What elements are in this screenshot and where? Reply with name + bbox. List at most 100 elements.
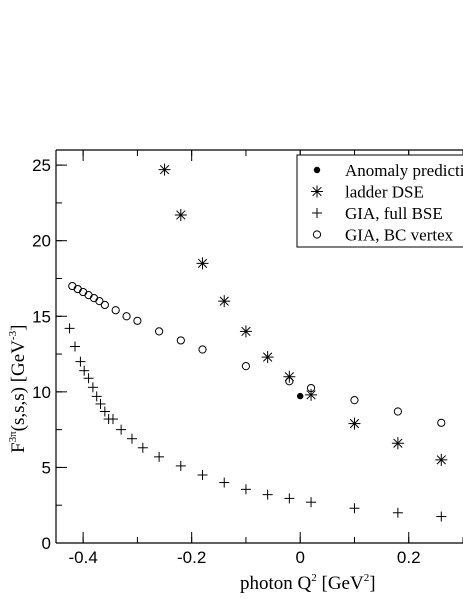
- marker-shape: [111, 306, 120, 315]
- data-point-gia-full-bse: [83, 373, 94, 384]
- marker-shape: [100, 300, 109, 310]
- legend-marker-gia-full-bse: [312, 208, 322, 218]
- legend-label-ladder-dse: ladder DSE: [345, 183, 424, 202]
- y-tick-label: 10: [32, 383, 51, 402]
- data-point-gia-full-bse: [219, 477, 230, 488]
- data-point-gia-full-bse: [175, 460, 186, 471]
- data-point-gia-bc-vertex: [285, 377, 294, 386]
- legend: Anomaly prediction ladder DSE GIA, full BS…: [296, 154, 463, 248]
- data-point-gia-bc-vertex: [111, 306, 120, 315]
- data-point-ladder-dse: [283, 370, 296, 383]
- y-axis-label-unit-close: ]: [8, 325, 29, 331]
- marker-shape: [350, 396, 359, 405]
- y-axis-label-sup: 3π: [7, 431, 19, 443]
- data-point-gia-bc-vertex: [89, 294, 99, 303]
- marker-shape: [306, 390, 316, 400]
- y-tick-label: 25: [32, 156, 51, 175]
- x-tick-label: -0.2: [177, 548, 206, 567]
- y-tick-label: 15: [32, 307, 51, 326]
- legend-label-anomaly-prediction: Anomaly prediction: [345, 161, 463, 180]
- data-point-ladder-dse: [435, 453, 448, 466]
- y-tick-label: 0: [42, 534, 51, 553]
- y-axis-label-unit-open: [GeV: [8, 340, 29, 387]
- x-axis-label-unit-sup: 2: [364, 572, 370, 584]
- data-point-gia-bc-vertex: [84, 291, 93, 300]
- marker-shape: [312, 186, 322, 197]
- data-point-gia-full-bse: [64, 323, 75, 334]
- data-point-gia-bc-vertex: [68, 281, 77, 291]
- y-axis-label-unit-sup: -3: [7, 330, 19, 340]
- marker-shape: [198, 345, 207, 354]
- data-point-gia-full-bse: [99, 406, 110, 417]
- data-point-gia-bc-vertex: [306, 383, 316, 393]
- marker-shape: [393, 407, 402, 416]
- data-point-ladder-dse: [158, 163, 171, 176]
- data-point-gia-full-bse: [75, 356, 86, 367]
- marker-shape: [133, 316, 142, 325]
- marker-shape: [241, 362, 251, 371]
- marker-shape: [89, 294, 99, 303]
- marker-shape: [197, 258, 208, 269]
- marker-shape: [79, 287, 88, 297]
- x-axis-label-sup: 2: [311, 572, 317, 584]
- data-point-gia-full-bse: [349, 503, 360, 514]
- data-point-ladder-dse: [196, 257, 209, 270]
- data-point-gia-bc-vertex: [437, 418, 446, 427]
- data-point-gia-full-bse: [91, 391, 102, 402]
- x-tick-label: 0.2: [397, 548, 421, 567]
- data-point-ladder-dse: [348, 417, 361, 430]
- marker-shape: [68, 281, 77, 291]
- data-point-gia-full-bse: [137, 442, 148, 453]
- marker-shape: [122, 312, 131, 321]
- data-point-gia-bc-vertex: [176, 336, 185, 345]
- marker-shape: [306, 383, 316, 393]
- x-tick-label: 0: [295, 548, 304, 567]
- data-point-gia-full-bse: [107, 414, 118, 425]
- markers: [64, 163, 448, 522]
- data-point-gia-bc-vertex: [73, 284, 82, 294]
- marker-shape: [95, 297, 104, 306]
- data-point-gia-full-bse: [392, 507, 403, 518]
- marker-shape: [84, 291, 93, 300]
- marker-shape: [219, 296, 229, 306]
- data-point-gia-bc-vertex: [122, 312, 131, 321]
- data-point-ladder-dse: [261, 351, 274, 364]
- data-point-gia-bc-vertex: [198, 345, 207, 354]
- marker-shape: [297, 392, 304, 400]
- legend-label-gia-bc-vertex: GIA, BC vertex: [345, 226, 454, 245]
- marker-shape: [313, 166, 321, 174]
- y-tick-label: 5: [42, 458, 51, 477]
- data-point-gia-full-bse: [284, 493, 295, 504]
- marker-shape: [159, 164, 170, 175]
- y-axis-label: F3π(s,s,s) [GeV-3]: [7, 325, 29, 453]
- data-point-ladder-dse: [174, 208, 187, 221]
- legend-marker-ladder-dse: [311, 185, 323, 198]
- data-point-gia-bc-vertex: [155, 327, 164, 336]
- data-point-gia-full-bse: [306, 497, 317, 508]
- y-axis-label-f: F: [8, 442, 29, 453]
- marker-shape: [349, 418, 360, 429]
- data-point-gia-bc-vertex: [95, 297, 104, 306]
- data-point-ladder-dse: [218, 295, 231, 308]
- data-point-gia-bc-vertex: [100, 300, 109, 310]
- data-point-anomaly-prediction: [297, 392, 304, 400]
- marker-shape: [437, 418, 446, 427]
- x-axis-label-unit-close: ]: [369, 573, 375, 594]
- data-point-gia-full-bse: [95, 398, 106, 409]
- data-point-gia-full-bse: [126, 433, 137, 444]
- data-point-gia-full-bse: [69, 341, 80, 352]
- marker-shape: [241, 326, 251, 337]
- data-point-gia-full-bse: [79, 365, 90, 376]
- data-point-gia-bc-vertex: [393, 407, 402, 416]
- data-point-gia-full-bse: [197, 469, 208, 480]
- data-point-gia-full-bse: [436, 511, 447, 522]
- data-point-gia-full-bse: [262, 489, 273, 500]
- data-point-gia-full-bse: [87, 382, 98, 393]
- legend-label-gia-full-bse: GIA, full BSE: [345, 204, 443, 223]
- data-point-gia-bc-vertex: [350, 396, 359, 405]
- x-axis-label: photon Q2 [GeV2]: [240, 572, 376, 594]
- x-axis-label-unit-open: [GeV: [317, 573, 364, 594]
- data-point-gia-full-bse: [240, 484, 251, 495]
- marker-shape: [73, 284, 82, 294]
